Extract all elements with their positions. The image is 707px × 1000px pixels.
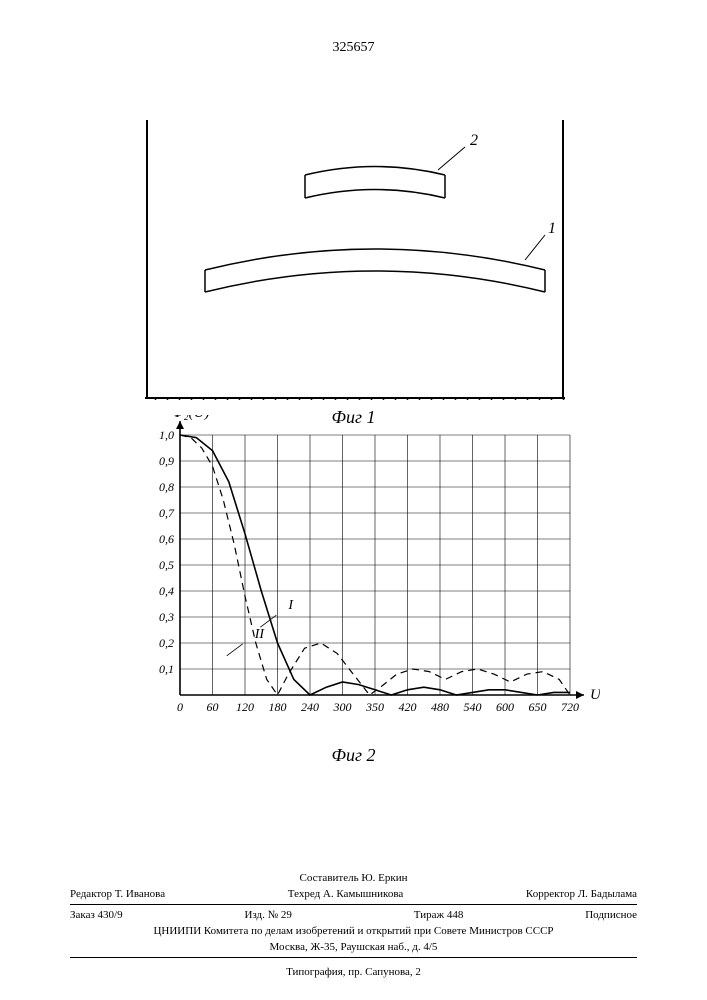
svg-text:1,0: 1,0: [159, 428, 174, 442]
svg-text:0,9: 0,9: [159, 454, 174, 468]
footer-org1: ЦНИИПИ Комитета по делам изобретений и о…: [70, 923, 637, 939]
footer-circulation: Тираж 448: [414, 909, 464, 921]
svg-text:480: 480: [431, 700, 449, 714]
footer: Составитель Ю. Еркин Редактор Т. Иванова…: [70, 870, 637, 978]
svg-text:Φ₂(U): Φ₂(U): [172, 415, 209, 421]
fig1-element-1: [205, 249, 545, 292]
figure-1-svg: 2 1: [145, 120, 565, 400]
svg-text:180: 180: [269, 700, 287, 714]
fig1-label-1: 1: [548, 220, 556, 237]
svg-text:0,1: 0,1: [159, 662, 174, 676]
fig1-element-2: [305, 167, 445, 199]
svg-text:0,2: 0,2: [159, 636, 174, 650]
svg-text:540: 540: [464, 700, 482, 714]
svg-text:240: 240: [301, 700, 319, 714]
svg-text:420: 420: [399, 700, 417, 714]
figure-1: 2 1: [145, 120, 565, 400]
svg-text:II: II: [254, 627, 266, 642]
page-number: 325657: [0, 40, 707, 56]
svg-text:0,7: 0,7: [159, 506, 175, 520]
svg-text:I: I: [287, 598, 294, 613]
svg-text:0,4: 0,4: [159, 584, 174, 598]
svg-text:720: 720: [561, 700, 579, 714]
svg-text:120: 120: [236, 700, 254, 714]
footer-compiler: Составитель Ю. Еркин: [70, 870, 637, 886]
footer-edition: Изд. № 29: [244, 909, 291, 921]
svg-text:650: 650: [529, 700, 547, 714]
chart-svg: 0 60 120 180 240 300 350 420 480 540 600 650 720 0,1 0…: [120, 415, 600, 735]
fig1-label-2: 2: [470, 132, 478, 149]
footer-subscription: Подписное: [585, 909, 637, 921]
svg-text:60: 60: [207, 700, 219, 714]
svg-text:0,5: 0,5: [159, 558, 174, 572]
footer-order: Заказ 430/9: [70, 909, 123, 921]
footer-typography: Типография, пр. Сапунова, 2: [70, 960, 637, 978]
fig2-caption: Фиг 2: [0, 745, 707, 766]
svg-text:300: 300: [333, 700, 352, 714]
figure-2-chart: 0 60 120 180 240 300 350 420 480 540 600 650 720 0,1 0…: [120, 415, 600, 740]
svg-text:350: 350: [365, 700, 384, 714]
footer-corrector: Корректор Л. Бадылама: [526, 888, 637, 900]
svg-text:U: U: [590, 687, 600, 703]
footer-org2: Москва, Ж-35, Раушская наб., д. 4/5: [70, 939, 637, 955]
footer-tech-editor: Техред А. Камышникова: [288, 888, 403, 900]
footer-editor: Редактор Т. Иванова: [70, 888, 165, 900]
svg-text:0: 0: [177, 700, 183, 714]
svg-text:600: 600: [496, 700, 514, 714]
svg-text:0,3: 0,3: [159, 610, 174, 624]
svg-text:0,8: 0,8: [159, 480, 174, 494]
svg-text:0,6: 0,6: [159, 532, 174, 546]
